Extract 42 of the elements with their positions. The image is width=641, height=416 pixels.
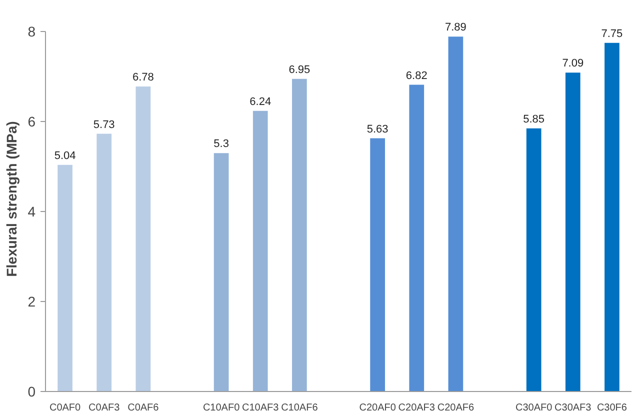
x-tick-label: C30F6 (596, 402, 628, 414)
x-tick-label: C20AF3 (398, 402, 436, 414)
x-tick-label: C10AF3 (242, 402, 280, 414)
x-tick-label: C20AF0 (359, 402, 396, 414)
bar (136, 86, 151, 392)
bar (604, 42, 620, 392)
x-tick-label: C0AF3 (88, 402, 120, 414)
data-label: 7.89 (444, 22, 466, 34)
bar (565, 72, 580, 392)
data-label: 6.78 (132, 72, 154, 84)
data-label: 5.3 (214, 138, 229, 150)
x-tick-label: C10AF6 (281, 402, 318, 414)
bar (526, 128, 542, 392)
bar (58, 164, 72, 392)
data-label: 7.09 (562, 58, 584, 70)
x-tick-label: C30AF3 (554, 402, 592, 414)
bar (292, 78, 307, 392)
data-label: 6.82 (406, 70, 428, 82)
data-label: 5.04 (54, 150, 76, 162)
x-tick-label: C0AF6 (128, 402, 160, 414)
y-tick-label: 8 (28, 24, 36, 40)
data-label: 6.95 (288, 64, 310, 76)
data-label: 5.63 (366, 123, 388, 136)
bar (409, 84, 424, 392)
y-tick-label: 6 (28, 114, 36, 130)
bar (252, 110, 268, 392)
bar (370, 138, 385, 392)
y-tick-label: 2 (28, 294, 36, 310)
x-tick-label: C20AF6 (437, 402, 474, 414)
bar (448, 36, 464, 392)
x-tick-label: C30AF0 (515, 402, 553, 414)
bar (96, 134, 112, 392)
y-axis-title: Flexural strength (MPa) (4, 121, 20, 277)
data-label: 5.85 (523, 113, 545, 126)
data-label: 7.75 (601, 28, 623, 40)
x-tick-label: C10AF0 (202, 402, 240, 414)
y-tick-label: 4 (28, 204, 36, 220)
x-tick-label: C0AF0 (49, 402, 82, 414)
bar (214, 153, 229, 392)
data-label: 5.73 (93, 118, 115, 131)
data-label: 6.24 (250, 96, 272, 108)
y-tick-label: 0 (28, 384, 36, 400)
